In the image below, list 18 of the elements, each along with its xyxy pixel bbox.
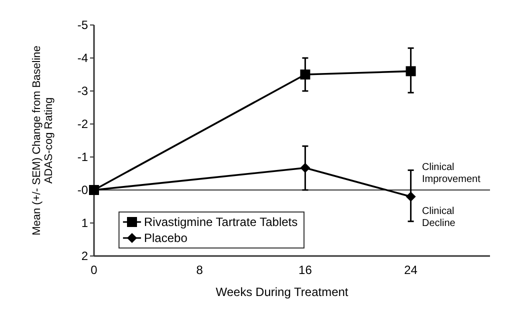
annotation: Clinical Improvement <box>422 162 481 185</box>
y-axis-title: Mean (+/- SEM) Change from Baseline ADAS-cog Rating <box>31 46 55 236</box>
y-tick-label: 2 <box>81 249 88 264</box>
x-tick-label: 16 <box>298 263 312 277</box>
y-tick-label: -4 <box>77 51 88 66</box>
y-tick-label: -0 <box>77 183 88 198</box>
x-tick-label: 0 <box>90 263 98 277</box>
y-tick-label: 1 <box>81 216 88 230</box>
y-tick-label: -1 <box>77 150 88 164</box>
annotation: Clinical Decline <box>422 206 456 229</box>
legend-label: Placebo <box>144 231 188 246</box>
y-tick-label: -3 <box>77 84 88 98</box>
y-tick-label: -2 <box>77 117 88 132</box>
y-tick-label: -5 <box>77 18 88 32</box>
x-tick-label: 24 <box>404 263 418 277</box>
legend-label: Rivastigmine Tartrate Tablets <box>144 215 298 230</box>
x-axis-title: Weeks During Treatment <box>216 285 349 299</box>
x-tick-label: 8 <box>196 263 204 277</box>
